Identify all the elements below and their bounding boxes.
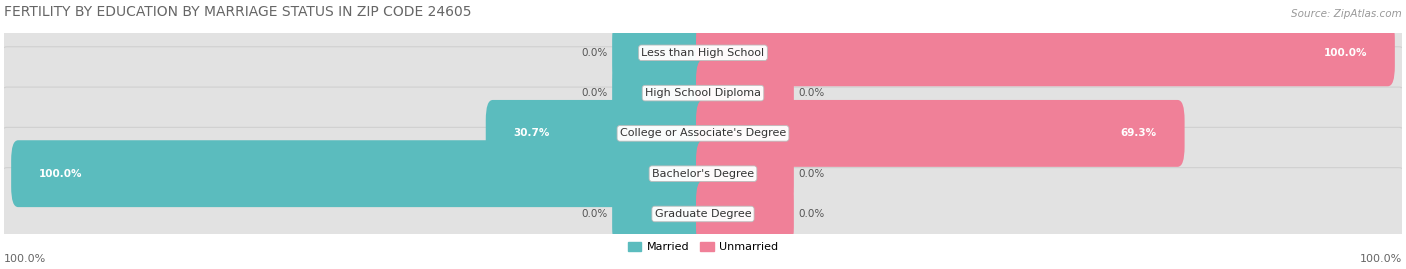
- Text: 0.0%: 0.0%: [799, 88, 824, 98]
- FancyBboxPatch shape: [612, 60, 710, 126]
- FancyBboxPatch shape: [0, 6, 1406, 99]
- Text: 100.0%: 100.0%: [39, 169, 83, 179]
- Text: 100.0%: 100.0%: [1323, 48, 1367, 58]
- Legend: Married, Unmarried: Married, Unmarried: [623, 238, 783, 257]
- Text: High School Diploma: High School Diploma: [645, 88, 761, 98]
- Text: 100.0%: 100.0%: [1360, 254, 1402, 264]
- Text: 0.0%: 0.0%: [799, 209, 824, 219]
- Text: College or Associate's Degree: College or Associate's Degree: [620, 128, 786, 138]
- FancyBboxPatch shape: [696, 60, 794, 126]
- FancyBboxPatch shape: [11, 140, 710, 207]
- FancyBboxPatch shape: [612, 180, 710, 247]
- Text: Graduate Degree: Graduate Degree: [655, 209, 751, 219]
- FancyBboxPatch shape: [696, 100, 1185, 167]
- FancyBboxPatch shape: [0, 168, 1406, 260]
- FancyBboxPatch shape: [612, 19, 710, 86]
- Text: Source: ZipAtlas.com: Source: ZipAtlas.com: [1291, 9, 1402, 19]
- FancyBboxPatch shape: [696, 140, 794, 207]
- Text: Bachelor's Degree: Bachelor's Degree: [652, 169, 754, 179]
- Text: Less than High School: Less than High School: [641, 48, 765, 58]
- Text: 100.0%: 100.0%: [4, 254, 46, 264]
- FancyBboxPatch shape: [0, 47, 1406, 139]
- Text: 69.3%: 69.3%: [1121, 128, 1157, 138]
- Text: 0.0%: 0.0%: [582, 88, 607, 98]
- Text: 0.0%: 0.0%: [582, 209, 607, 219]
- Text: 0.0%: 0.0%: [582, 48, 607, 58]
- FancyBboxPatch shape: [696, 19, 1395, 86]
- FancyBboxPatch shape: [0, 87, 1406, 180]
- Text: FERTILITY BY EDUCATION BY MARRIAGE STATUS IN ZIP CODE 24605: FERTILITY BY EDUCATION BY MARRIAGE STATU…: [4, 5, 471, 19]
- FancyBboxPatch shape: [485, 100, 710, 167]
- FancyBboxPatch shape: [696, 180, 794, 247]
- Text: 0.0%: 0.0%: [799, 169, 824, 179]
- Text: 30.7%: 30.7%: [513, 128, 550, 138]
- FancyBboxPatch shape: [0, 127, 1406, 220]
